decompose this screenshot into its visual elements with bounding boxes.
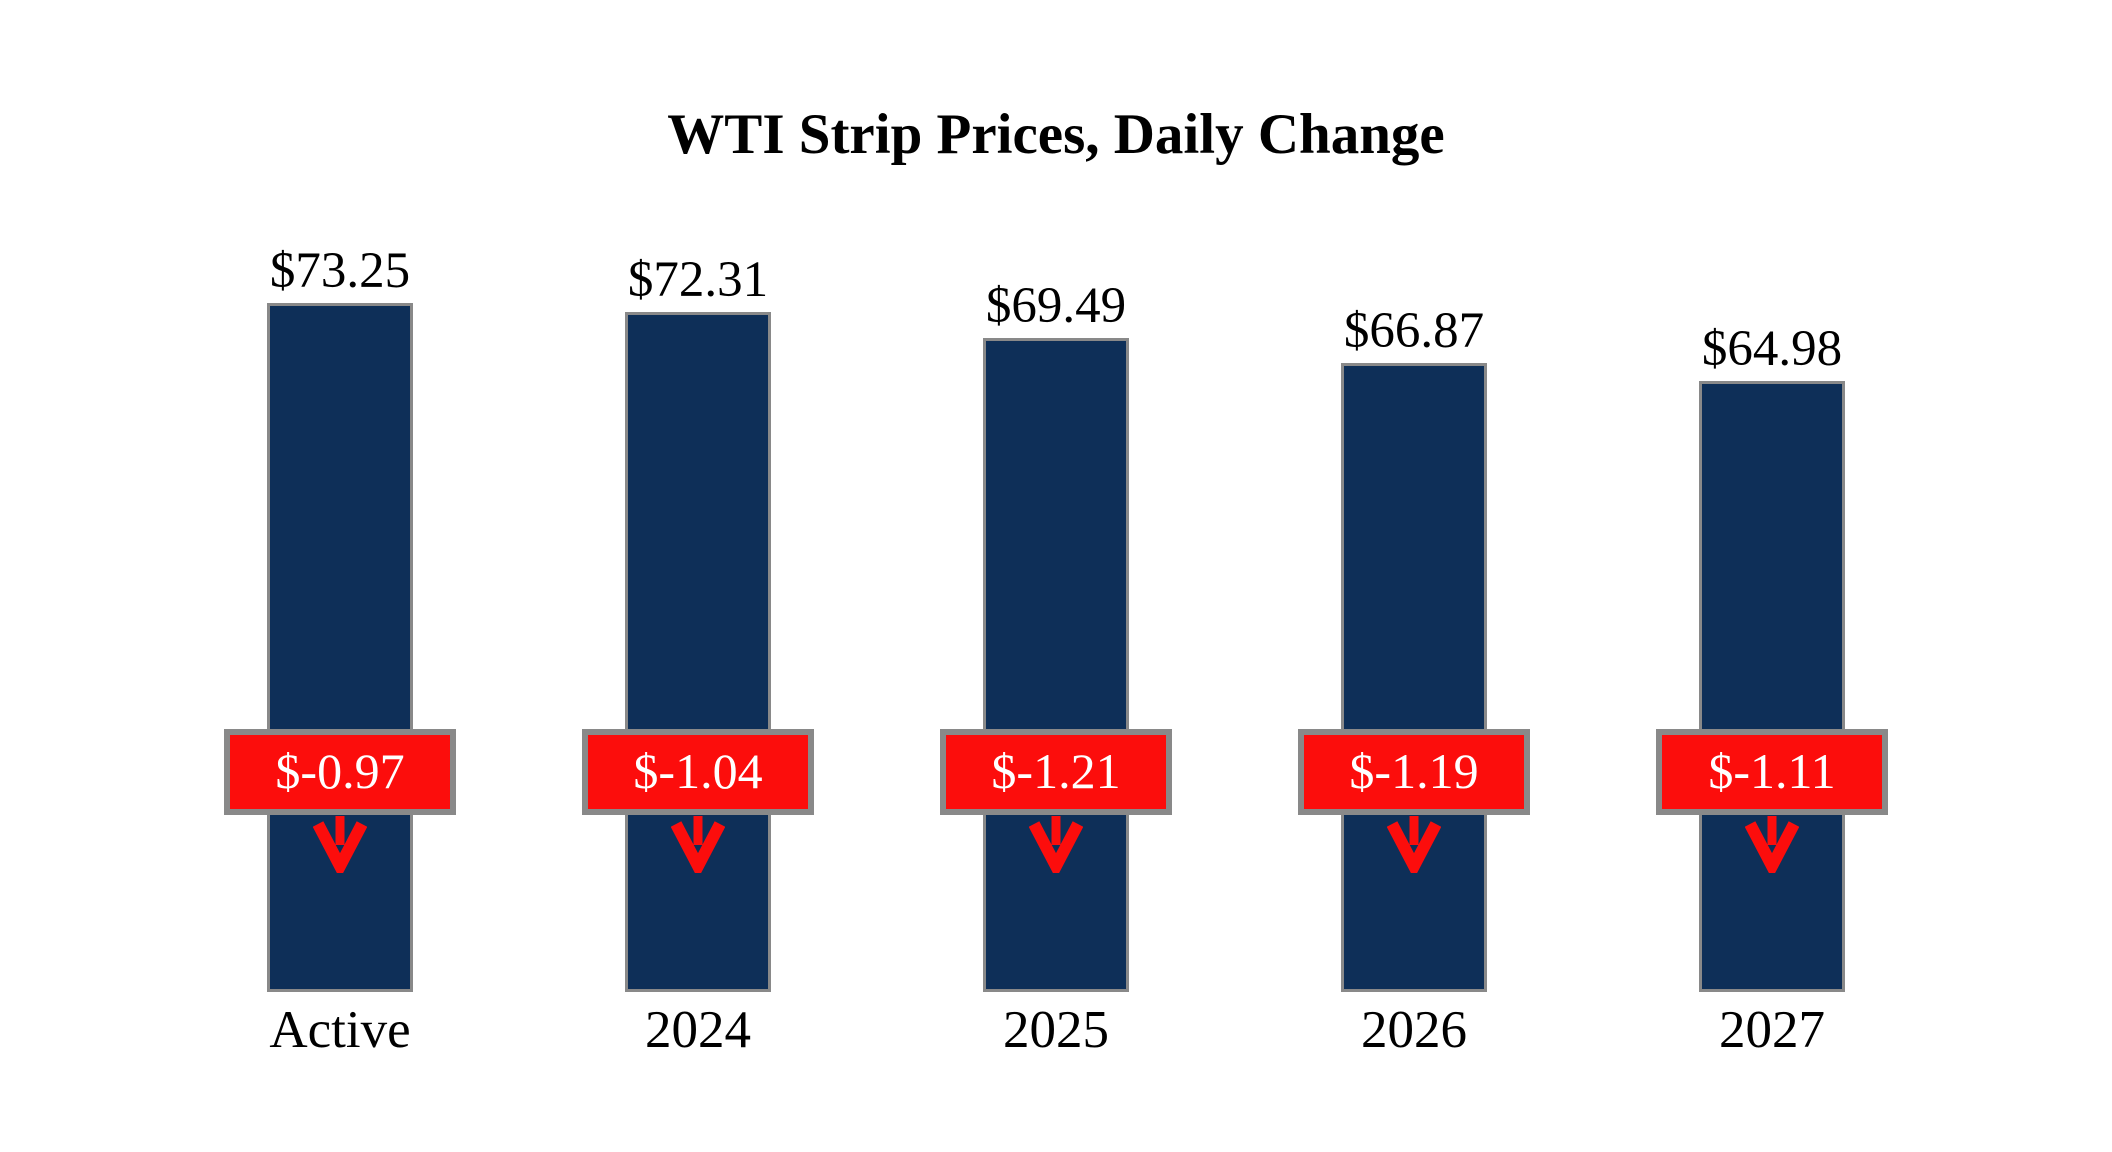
daily-change-box: $-1.19 <box>1298 729 1530 815</box>
daily-change-box: $-0.97 <box>224 729 456 815</box>
daily-change-box: $-1.21 <box>940 729 1172 815</box>
category-label: 2025 <box>1003 1001 1109 1059</box>
down-arrow-icon <box>671 816 725 873</box>
chart-title: WTI Strip Prices, Daily Change <box>667 103 1445 166</box>
category-label: 2026 <box>1361 1001 1467 1059</box>
down-arrow-icon <box>1745 816 1799 873</box>
daily-change-label: $-1.11 <box>1708 743 1836 799</box>
bar <box>267 303 413 992</box>
bar <box>625 312 771 992</box>
bar-value-label: $64.98 <box>1701 321 1843 377</box>
bar-value-label: $72.31 <box>627 252 769 308</box>
category-label: 2024 <box>645 1001 751 1059</box>
daily-change-box: $-1.11 <box>1656 729 1888 815</box>
bar <box>1699 381 1845 992</box>
daily-change-label: $-1.04 <box>633 743 763 799</box>
daily-change-label: $-0.97 <box>275 743 405 799</box>
daily-change-label: $-1.19 <box>1349 743 1479 799</box>
bar-value-label: $66.87 <box>1343 303 1485 359</box>
bar <box>983 338 1129 992</box>
bar-value-label: $73.25 <box>269 243 411 299</box>
bar-value-label: $69.49 <box>985 278 1127 334</box>
daily-change-label: $-1.21 <box>991 743 1121 799</box>
bar <box>1341 363 1487 992</box>
category-label: 2027 <box>1719 1001 1825 1059</box>
down-arrow-icon <box>313 816 367 873</box>
down-arrow-icon <box>1029 816 1083 873</box>
daily-change-box: $-1.04 <box>582 729 814 815</box>
category-label: Active <box>269 1001 411 1059</box>
down-arrow-icon <box>1387 816 1441 873</box>
